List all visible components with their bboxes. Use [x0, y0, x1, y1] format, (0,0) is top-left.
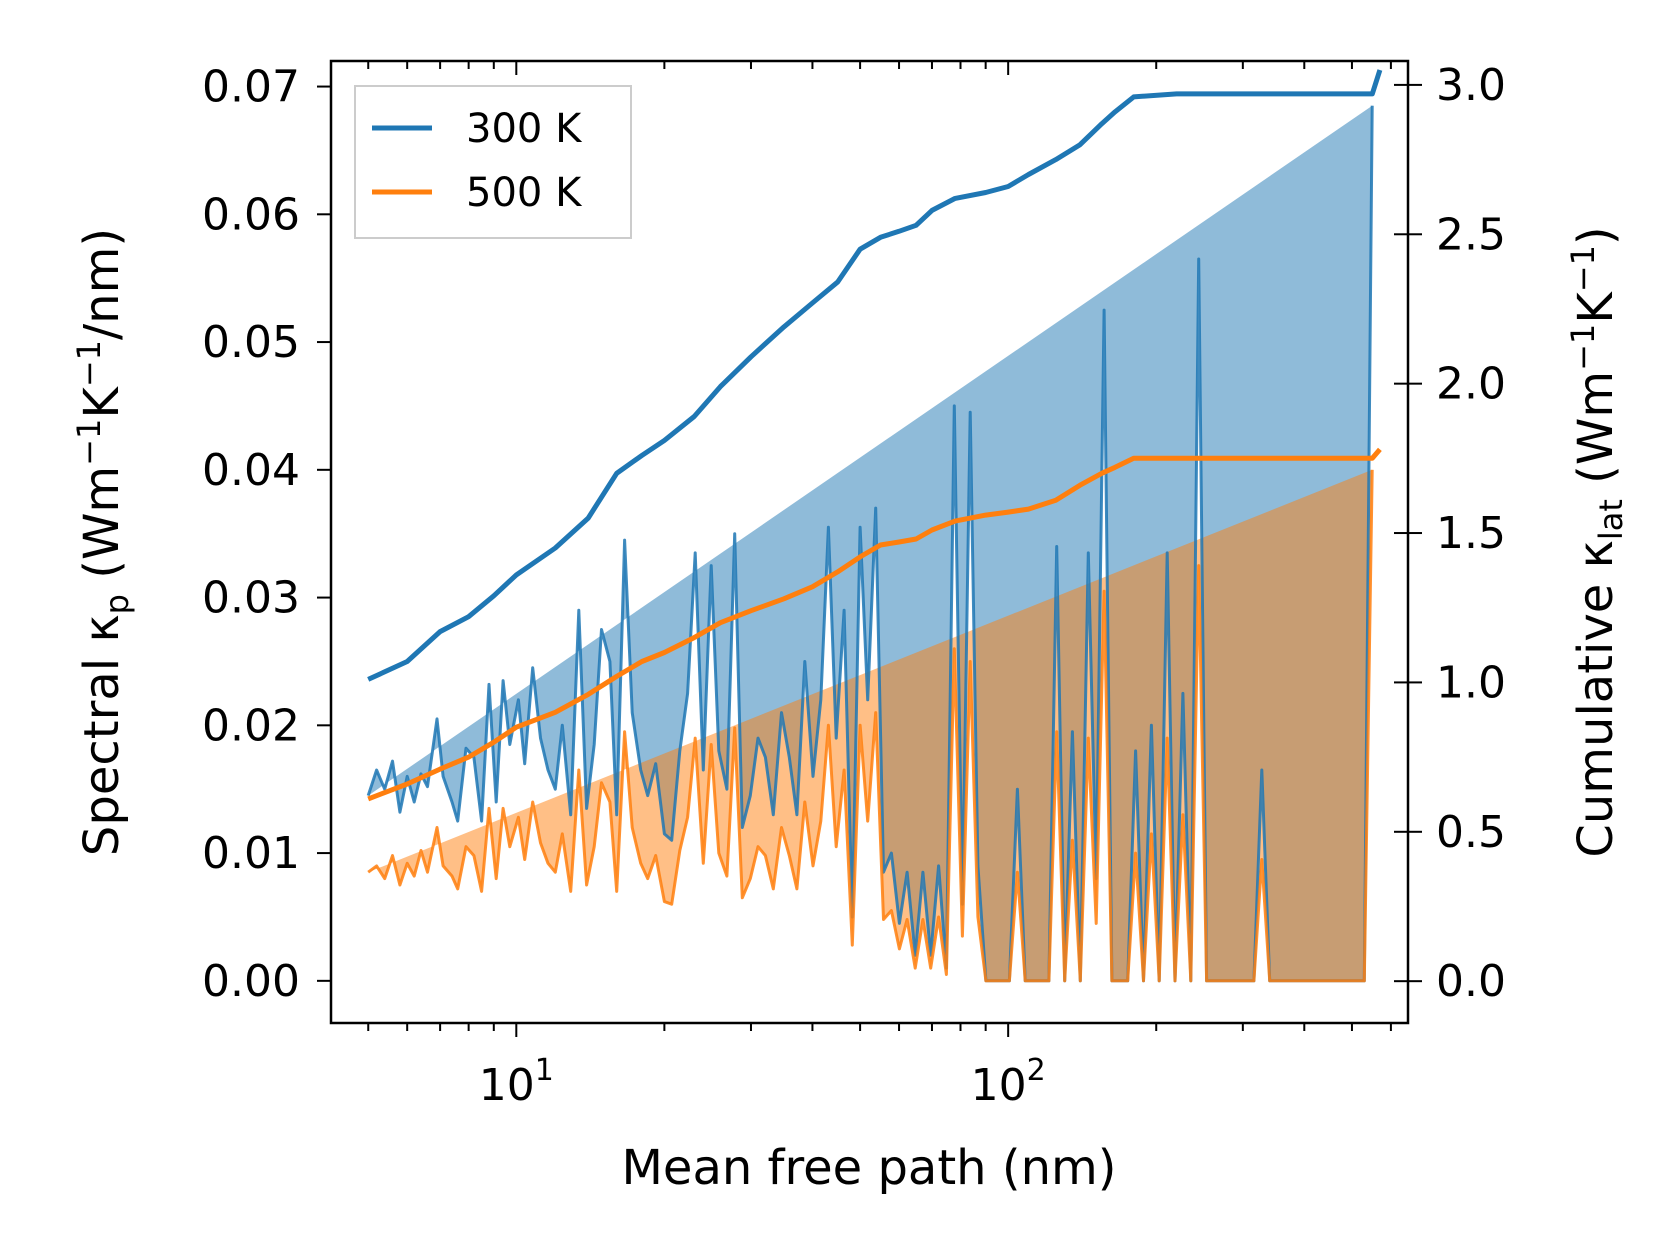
x-tick-label-exp: 2	[1027, 1053, 1046, 1088]
spectral-500k-line	[367, 469, 1374, 983]
y-right-tick-label: 2.5	[1436, 209, 1506, 260]
line-layer	[366, 69, 1383, 983]
y-left-title-exp1: −1	[70, 419, 108, 466]
y-left-tick-label: 0.02	[202, 700, 300, 751]
y-right-title-exp2: −1	[1564, 245, 1602, 292]
y-right-title-exp1: −1	[1564, 324, 1602, 371]
y-left-tick-label: 0.07	[202, 62, 300, 113]
y-right-axis-title: Cumulative κlat (Wm−1K−1)	[1564, 226, 1630, 857]
cumulative-500k-line	[367, 447, 1382, 802]
legend: 300 K 500 K	[354, 85, 632, 239]
y-right-tick-label: 0.5	[1436, 807, 1506, 858]
y-left-title-base: Spectral κ	[74, 614, 130, 856]
plot-frame	[329, 59, 1410, 1025]
y-left-tick-label: 0.06	[202, 189, 300, 240]
y-left-title-units-mid: K	[74, 386, 130, 419]
y-left-axis-title: Spectral κp (Wm−1K−1/nm)	[70, 228, 136, 856]
tick-layer	[317, 61, 1422, 1037]
fill-layer	[368, 105, 1373, 981]
x-tick-label-exp: 1	[535, 1053, 554, 1088]
y-left-title-gap	[74, 579, 130, 594]
y-right-title-units-suffix: )	[1568, 226, 1624, 245]
y-left-title-sub: p	[98, 594, 136, 614]
cumulative-300k-line	[367, 69, 1383, 682]
y-right-title-units-prefix: (Wm	[1568, 371, 1624, 484]
y-right-tick-label: 1.5	[1436, 508, 1506, 559]
y-left-tick-label: 0.00	[202, 956, 300, 1007]
y-right-tick-label: 2.0	[1436, 359, 1506, 410]
y-right-title-base: Cumulative κ	[1568, 540, 1624, 858]
y-left-tick-label: 0.05	[202, 317, 300, 368]
y-right-title-sub: lat	[1592, 499, 1630, 540]
y-left-tick-label: 0.03	[202, 573, 300, 624]
y-right-title-gap	[1568, 484, 1624, 499]
x-axis-title: Mean free path (nm)	[622, 1140, 1117, 1196]
legend-label-500k: 500 K	[466, 170, 583, 216]
x-tick-label-base: 10	[479, 1060, 535, 1111]
x-tick-label: 102	[971, 1053, 1046, 1111]
y-right-title-units-mid: K	[1568, 291, 1624, 324]
y-right-tick-label: 0.0	[1436, 956, 1506, 1007]
y-left-title-exp2: −1	[70, 340, 108, 387]
spectral-500k-area	[368, 469, 1373, 981]
y-right-tick-label: 1.0	[1436, 657, 1506, 708]
legend-label-300k: 300 K	[466, 106, 583, 152]
x-tick-label: 101	[479, 1053, 554, 1111]
legend-frame	[354, 85, 632, 239]
y-left-tick-label: 0.04	[202, 445, 300, 496]
y-left-title-units-prefix: (Wm	[74, 466, 130, 579]
x-tick-label-base: 10	[971, 1060, 1027, 1111]
y-left-tick-label: 0.01	[202, 828, 300, 879]
spectral-300k-line	[366, 105, 1374, 983]
y-right-tick-label: 3.0	[1436, 60, 1506, 111]
y-left-title-units-suffix: /nm)	[74, 228, 130, 340]
